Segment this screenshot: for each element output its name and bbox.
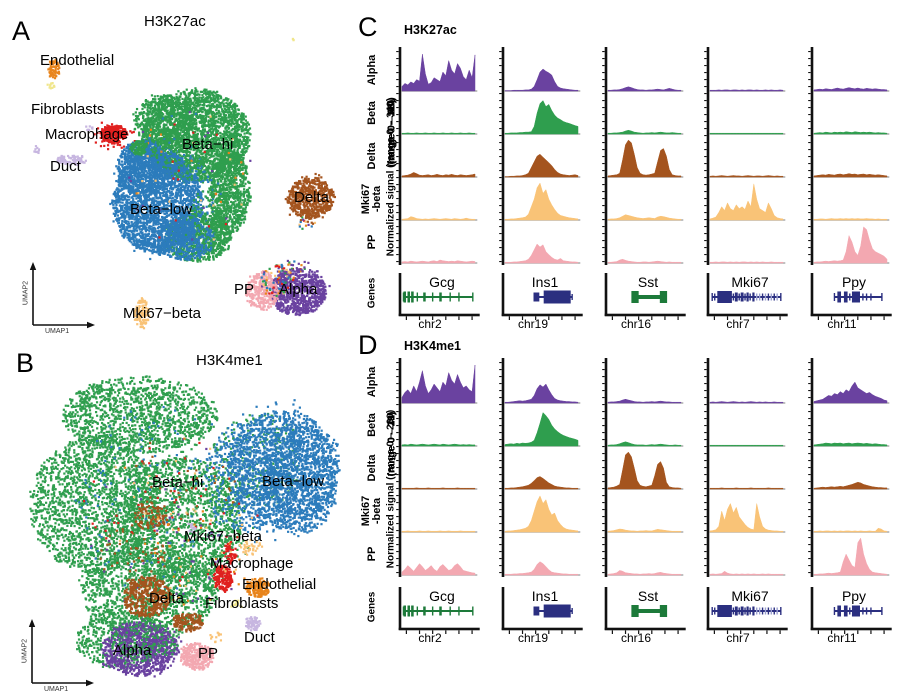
panel-b-letter: B	[16, 348, 35, 378]
gene-name-ppy: Ppy	[841, 588, 867, 604]
gene-name-ppy: Ppy	[841, 274, 867, 290]
gene-name-ins1: Ins1	[531, 588, 559, 604]
chr-label-chr16: chr16	[620, 631, 652, 645]
panel-b-title: H3K4me1	[196, 352, 263, 369]
chr-label-chr2: chr2	[418, 317, 442, 331]
row-label-delta: Delta	[366, 454, 378, 482]
cluster-label-endothelial: Endothelial	[40, 52, 115, 69]
umap1-axis-label: UMAP1	[45, 328, 70, 335]
chr-label-chr19: chr19	[517, 317, 549, 331]
gene-name-ins1: Ins1	[531, 274, 559, 290]
gene-name-gcg: Gcg	[429, 274, 455, 290]
cluster-label-fibroblasts: Fibroblasts	[31, 101, 105, 118]
row-label-mki67-beta-line2: -beta	[371, 497, 383, 525]
cluster-label-delta: Delta	[294, 189, 330, 206]
cluster-label-beta-low: Beta−low	[130, 201, 193, 218]
cluster-label-fibroblasts: Fibroblasts	[205, 595, 279, 612]
gene-name-sst: Sst	[637, 588, 659, 604]
cluster-label-duct: Duct	[244, 629, 275, 646]
chr-label-chr16: chr16	[620, 317, 652, 331]
cluster-label-beta-hi: Beta−hi	[152, 474, 204, 491]
chr-label-chr11: chr11	[827, 631, 857, 645]
row-label-beta: Beta	[366, 413, 378, 437]
cluster-label-pp: PP	[198, 645, 219, 662]
panel-a-letter: A	[12, 16, 31, 46]
row-label-pp: PP	[366, 234, 378, 250]
cluster-label-macrophage: Macrophage	[45, 126, 129, 143]
panel-d-letter: D	[358, 330, 378, 360]
cluster-label-mki67-beta: Mki67−beta	[184, 528, 262, 545]
row-label-pp: PP	[366, 546, 378, 562]
panel-c-letter: C	[358, 12, 378, 42]
row-label-beta: Beta	[366, 101, 378, 125]
row-label-delta: Delta	[366, 142, 378, 170]
panel-d-title: H3K4me1	[404, 339, 461, 353]
gene-name-mki67: Mki67	[731, 274, 769, 290]
cluster-label-alpha: Alpha	[279, 281, 318, 298]
cluster-label-alpha: Alpha	[113, 642, 152, 659]
cluster-label-duct: Duct	[50, 158, 81, 175]
range-label-d-ppy: (range 0 – 21)	[386, 411, 398, 477]
genes-axis-label: Genes	[366, 591, 378, 623]
gene-name-sst: Sst	[637, 274, 659, 290]
chr-label-chr19: chr19	[517, 631, 549, 645]
umap1-axis-label: UMAP1	[44, 686, 69, 693]
gene-name-mki67: Mki67	[731, 588, 769, 604]
cluster-label-beta-hi: Beta−hi	[182, 136, 234, 153]
genes-axis-label: Genes	[366, 277, 378, 309]
cluster-label-endothelial: Endothelial	[242, 576, 317, 593]
cluster-label-macrophage: Macrophage	[210, 555, 294, 572]
panel-c-title: H3K27ac	[404, 23, 457, 37]
chr-label-chr7: chr7	[726, 631, 750, 645]
cluster-label-beta-low: Beta−low	[262, 473, 325, 490]
range-label-c-ppy: (range 0 – 95)	[386, 99, 398, 165]
cluster-label-mki67-beta: Mki67−beta	[123, 305, 201, 322]
panel-a-title: H3K27ac	[144, 13, 206, 30]
row-label-alpha: Alpha	[366, 366, 378, 398]
gene-name-gcg: Gcg	[429, 588, 455, 604]
umap2-axis-label: UMAP2	[22, 280, 30, 306]
row-label-alpha: Alpha	[366, 54, 378, 86]
row-label-mki67-beta-line2: -beta	[371, 185, 383, 213]
chr-label-chr11: chr11	[827, 317, 857, 331]
cluster-label-pp: PP	[234, 281, 255, 298]
chr-label-chr7: chr7	[726, 317, 750, 331]
cluster-label-delta: Delta	[149, 590, 185, 607]
umap2-axis-label: UMAP2	[21, 638, 29, 664]
chr-label-chr2: chr2	[418, 631, 442, 645]
